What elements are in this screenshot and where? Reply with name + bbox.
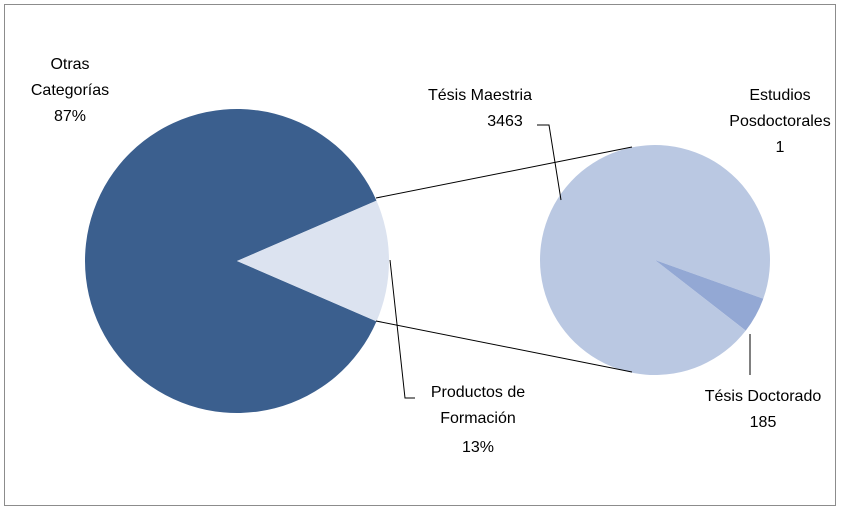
label-value: 3463 <box>487 113 523 130</box>
slices <box>84 109 770 414</box>
label-name: Productos de Formación <box>430 384 526 427</box>
leader-line <box>537 124 562 201</box>
label: Otras Categorías 87% <box>20 52 120 130</box>
connector-line <box>375 320 633 373</box>
pie-slice <box>84 109 377 414</box>
label: Tésis Doctorado 185 <box>680 384 841 436</box>
label-name: Otras Categorías <box>30 56 110 99</box>
leader-line <box>389 259 415 399</box>
pie-slice <box>539 145 770 376</box>
pie-slice <box>655 260 764 331</box>
label: Tésis Maestria 3463 <box>400 83 560 135</box>
label-value: 1 <box>775 139 785 156</box>
label-value: 185 <box>749 414 777 431</box>
label-value: 87% <box>53 108 87 125</box>
connector-line <box>375 146 633 199</box>
label: Estudios Posdoctorales 1 <box>720 83 840 161</box>
pie-slice <box>655 260 746 331</box>
pie-slice <box>237 200 390 322</box>
label-name: Tésis Doctorado <box>704 388 822 405</box>
label: Productos de Formación 13% <box>410 380 546 461</box>
label-value: 13% <box>461 439 495 456</box>
label-name: Tésis Maestria <box>427 87 533 104</box>
label-name: Estudios Posdoctorales <box>729 87 831 130</box>
